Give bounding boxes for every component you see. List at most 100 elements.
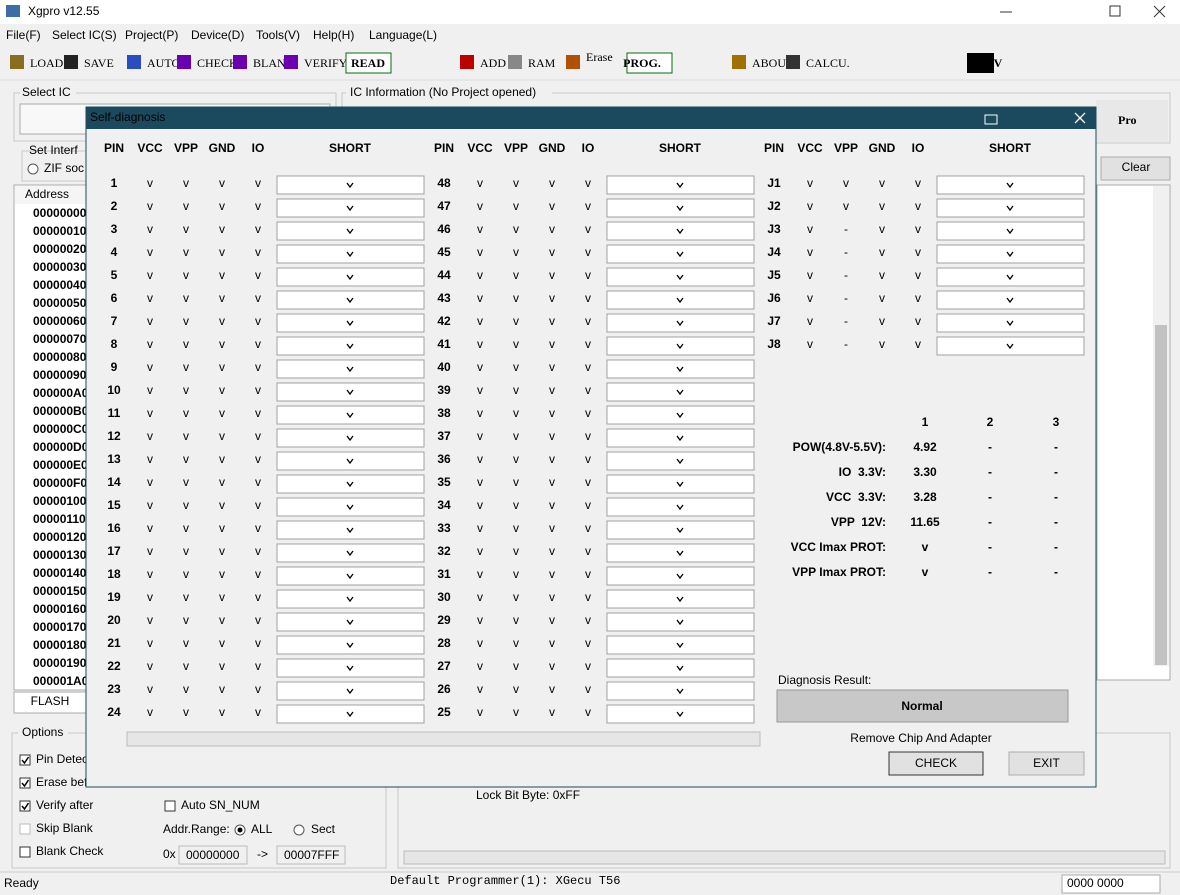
short-dropdown[interactable] [276, 474, 425, 494]
short-dropdown[interactable] [276, 382, 425, 402]
menu-item[interactable]: Select IC(S) [52, 28, 117, 42]
short-dropdown[interactable] [276, 704, 425, 724]
short-dropdown[interactable] [606, 612, 755, 632]
checkbox[interactable] [19, 800, 31, 812]
checkbox-label[interactable]: Erase bef [36, 775, 88, 789]
short-dropdown[interactable] [936, 175, 1085, 195]
short-dropdown[interactable] [936, 267, 1085, 287]
toolbar-button[interactable]: ADD [480, 56, 506, 70]
checkbox[interactable] [19, 754, 31, 766]
short-dropdown[interactable] [606, 290, 755, 310]
short-dropdown[interactable] [606, 520, 755, 540]
short-dropdown[interactable] [606, 566, 755, 586]
short-dropdown[interactable] [276, 428, 425, 448]
button-label[interactable]: CHECK [915, 756, 957, 770]
short-dropdown[interactable] [606, 497, 755, 517]
short-dropdown[interactable] [606, 474, 755, 494]
checkbox-label[interactable]: Blank Check [36, 844, 104, 858]
short-dropdown[interactable] [276, 267, 425, 287]
short-dropdown[interactable] [276, 635, 425, 655]
toolbar-button[interactable]: READ [351, 56, 385, 70]
short-dropdown[interactable] [606, 681, 755, 701]
tab-label[interactable]: FLASH [31, 694, 70, 708]
checkbox-label[interactable]: Skip Blank [36, 821, 94, 835]
toolbar-button[interactable]: CHECK [197, 56, 238, 70]
checkbox-label[interactable]: Auto SN_NUM [181, 798, 260, 812]
dialog-button[interactable] [1008, 751, 1085, 776]
short-dropdown[interactable] [276, 221, 425, 241]
short-dropdown[interactable] [936, 336, 1085, 356]
toolbar-button[interactable]: CALCU. [806, 56, 850, 70]
short-dropdown[interactable] [606, 589, 755, 609]
maximize[interactable] [1109, 5, 1121, 17]
short-dropdown[interactable] [276, 244, 425, 264]
short-dropdown[interactable] [606, 336, 755, 356]
radio-label[interactable]: ALL [251, 822, 273, 836]
checkbox[interactable] [19, 846, 31, 858]
short-dropdown[interactable] [606, 704, 755, 724]
restore-button[interactable] [984, 114, 998, 125]
radio[interactable] [27, 163, 39, 175]
short-dropdown[interactable] [276, 566, 425, 586]
short-dropdown[interactable] [276, 175, 425, 195]
short-dropdown[interactable] [936, 244, 1085, 264]
menu-item[interactable]: Language(L) [369, 28, 437, 42]
short-dropdown[interactable] [936, 221, 1085, 241]
short-dropdown[interactable] [276, 543, 425, 563]
short-dropdown[interactable] [276, 451, 425, 471]
dialog-button[interactable] [888, 751, 984, 776]
button-label[interactable]: Clear [1122, 160, 1151, 174]
radio[interactable] [293, 824, 305, 836]
short-dropdown[interactable] [276, 198, 425, 218]
toolbar-button[interactable]: AUTO [147, 56, 180, 70]
short-dropdown[interactable] [276, 520, 425, 540]
checkbox[interactable] [19, 777, 31, 789]
short-dropdown[interactable] [276, 658, 425, 678]
clear-button[interactable] [1100, 156, 1171, 181]
short-dropdown[interactable] [606, 543, 755, 563]
short-dropdown[interactable] [276, 405, 425, 425]
short-dropdown[interactable] [606, 635, 755, 655]
short-dropdown[interactable] [936, 313, 1085, 333]
short-dropdown[interactable] [606, 244, 755, 264]
menu-item[interactable]: File(F) [6, 28, 41, 42]
toolbar-button[interactable]: VERIFY [304, 56, 348, 70]
menu-item[interactable]: Device(D) [191, 28, 244, 42]
close-button[interactable] [1074, 112, 1086, 124]
toolbar-button[interactable]: RAM [528, 56, 556, 70]
checkbox-label[interactable]: Verify after [36, 798, 93, 812]
short-dropdown[interactable] [606, 658, 755, 678]
short-dropdown[interactable] [276, 589, 425, 609]
short-dropdown[interactable] [936, 290, 1085, 310]
toolbar-button[interactable]: TV [986, 56, 1003, 70]
short-dropdown[interactable] [276, 497, 425, 517]
menu-item[interactable]: Project(P) [125, 28, 178, 42]
checkbox-label[interactable]: Pin Detec [36, 752, 88, 766]
menu-item[interactable]: Tools(V) [256, 28, 300, 42]
checkbox[interactable] [164, 800, 176, 812]
toolbar-button[interactable]: ABOUT [752, 56, 794, 70]
short-dropdown[interactable] [276, 612, 425, 632]
short-dropdown[interactable] [606, 221, 755, 241]
short-dropdown[interactable] [936, 198, 1085, 218]
short-dropdown[interactable] [276, 290, 425, 310]
short-dropdown[interactable] [606, 428, 755, 448]
short-dropdown[interactable] [606, 359, 755, 379]
short-dropdown[interactable] [606, 382, 755, 402]
toolbar-button[interactable]: LOAD [30, 56, 64, 70]
scroll-thumb[interactable] [1155, 325, 1167, 665]
short-dropdown[interactable] [276, 359, 425, 379]
short-dropdown[interactable] [606, 451, 755, 471]
close[interactable] [1153, 5, 1166, 18]
toolbar-button[interactable]: Erase [586, 50, 613, 64]
radio-label[interactable]: Sect [311, 822, 336, 836]
short-dropdown[interactable] [276, 313, 425, 333]
short-dropdown[interactable] [276, 681, 425, 701]
short-dropdown[interactable] [606, 405, 755, 425]
checkbox[interactable] [19, 823, 31, 835]
short-dropdown[interactable] [276, 336, 425, 356]
toolbar-button[interactable]: SAVE [84, 56, 114, 70]
short-dropdown[interactable] [606, 313, 755, 333]
short-dropdown[interactable] [606, 198, 755, 218]
menu-item[interactable]: Help(H) [313, 28, 354, 42]
